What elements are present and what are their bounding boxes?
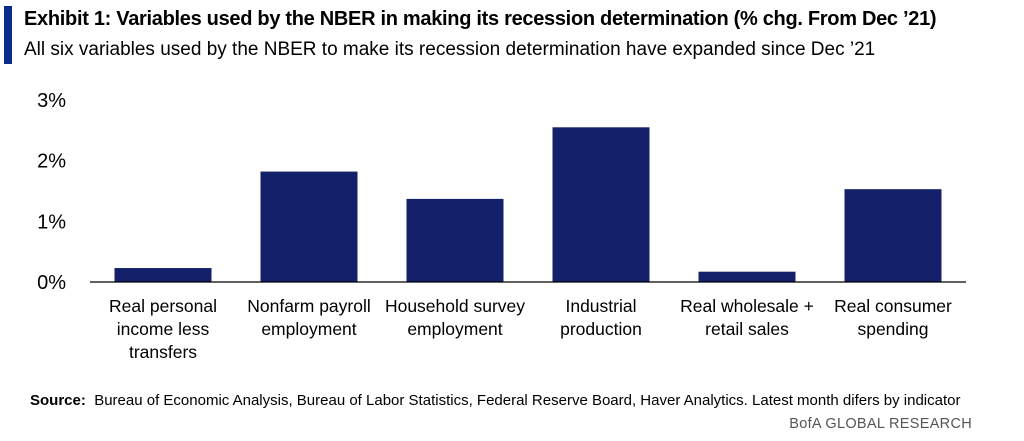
bar [844,189,942,282]
bar [698,271,796,282]
x-category-label: Industrial production [560,296,642,339]
bar [114,268,212,282]
title-accent-bar [4,6,12,64]
y-tick-label: 1% [37,211,66,233]
x-category-label: Real wholesale + retail sales [680,296,814,339]
chart-title: Exhibit 1: Variables used by the NBER in… [24,8,937,30]
chart-subtitle: All six variables used by the NBER to ma… [24,39,876,60]
bar [552,127,650,282]
x-category-label: Real personal income less transfers [109,296,217,362]
bar-chart: 0% 1% 2% 3% Real personal income less transfer… [37,90,966,362]
source-text: Bureau of Economic Analysis, Bureau of L… [94,392,961,409]
y-tick-label: 3% [37,90,66,112]
x-category-label: Household survey employment [385,296,525,339]
x-category-label: Real consumer spending [834,296,952,339]
source-label: Source: [30,392,86,409]
y-tick-label: 0% [37,272,66,294]
x-category-label: Nonfarm payroll employment [247,296,371,339]
bar [260,171,358,282]
source-note: Source: Bureau of Economic Analysis, Bur… [30,392,960,409]
bar [406,198,504,282]
y-tick-label: 2% [37,151,66,173]
brand-label: BofA GLOBAL RESEARCH [789,416,972,432]
